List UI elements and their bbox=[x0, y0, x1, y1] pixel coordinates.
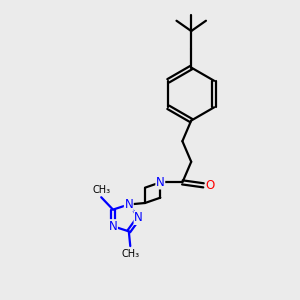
Text: N: N bbox=[134, 212, 143, 224]
Text: N: N bbox=[156, 176, 165, 189]
Text: O: O bbox=[206, 179, 215, 192]
Text: N: N bbox=[124, 198, 133, 211]
Text: CH₃: CH₃ bbox=[121, 249, 139, 259]
Text: N: N bbox=[109, 220, 117, 233]
Text: CH₃: CH₃ bbox=[93, 185, 111, 195]
